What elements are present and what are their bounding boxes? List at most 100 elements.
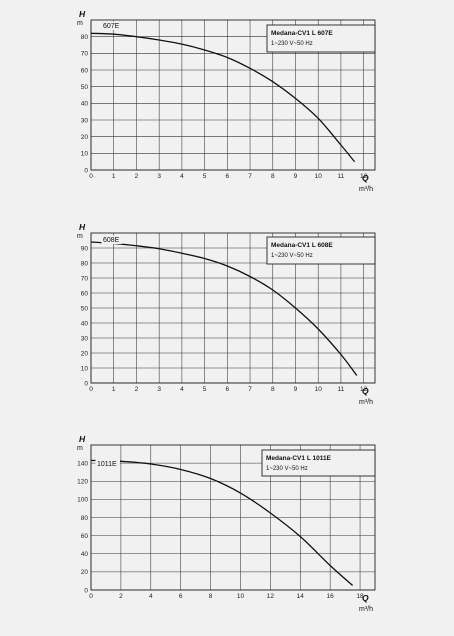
y-axis-unit: m — [77, 445, 83, 452]
y-tick-label: 60 — [81, 533, 89, 540]
y-tick-label: 140 — [77, 460, 88, 467]
x-tick-label: 0 — [89, 593, 93, 600]
x-tick-label: 1 — [112, 173, 116, 180]
series-label-bg — [95, 459, 120, 468]
y-tick-label: 20 — [81, 134, 89, 141]
y-tick-label: 0 — [84, 380, 88, 387]
x-tick-label: 1 — [112, 386, 116, 393]
y-tick-label: 20 — [81, 350, 89, 357]
x-tick-label: 2 — [135, 173, 139, 180]
x-tick-label: 4 — [180, 386, 184, 393]
y-tick-label: 80 — [81, 34, 89, 41]
x-tick-label: 8 — [271, 386, 275, 393]
y-tick-label: 50 — [81, 84, 89, 91]
plot-frame — [90, 19, 376, 171]
legend-box — [261, 449, 376, 477]
y-tick-label: 40 — [81, 320, 89, 327]
y-axis-symbol: H — [79, 9, 86, 19]
x-tick-label: 9 — [294, 173, 298, 180]
chart-subtitle: 1~230 V~50 Hz — [271, 41, 313, 47]
y-tick-label: 10 — [81, 365, 89, 372]
series-line-607E — [90, 32, 356, 163]
x-tick-label: 12 — [360, 386, 368, 393]
x-tick-label: 10 — [237, 593, 245, 600]
y-tick-label: 70 — [81, 51, 89, 58]
y-axis-unit: m — [77, 20, 83, 27]
x-tick-label: 10 — [315, 173, 323, 180]
series-label: 1011E — [97, 461, 117, 468]
x-tick-label: 8 — [209, 593, 213, 600]
y-tick-label: 20 — [81, 569, 89, 576]
x-tick-label: 6 — [226, 173, 230, 180]
y-tick-label: 40 — [81, 551, 89, 558]
series-label-bg — [101, 235, 122, 244]
x-tick-label: 7 — [248, 386, 252, 393]
y-tick-label: 10 — [81, 151, 89, 158]
x-tick-label: 14 — [297, 593, 305, 600]
series-label: 608E — [103, 237, 120, 244]
chart-subtitle: 1~230 V~50 Hz — [271, 253, 313, 259]
y-tick-label: 30 — [81, 335, 89, 342]
pump-chart-608E: 0 1 2 3 4 5 6 7 8 9 10 11 120102030405060708090HmQm³… — [77, 222, 376, 406]
legend-box — [266, 236, 376, 265]
x-axis-unit: m³/h — [359, 399, 373, 406]
y-tick-label: 0 — [84, 167, 88, 174]
chart-title: Medana-CV1 L 1011E — [266, 455, 332, 462]
y-axis-symbol: H — [79, 222, 86, 232]
x-tick-label: 0 — [89, 386, 93, 393]
series-line-608E — [90, 241, 358, 376]
y-tick-label: 90 — [81, 245, 89, 252]
x-tick-label: 0 — [89, 173, 93, 180]
y-tick-label: 0 — [84, 587, 88, 594]
x-tick-label: 5 — [203, 386, 207, 393]
x-axis-symbol: Q — [362, 386, 369, 396]
x-tick-label: 2 — [135, 386, 139, 393]
series-line-1011E — [90, 459, 354, 586]
plot-frame — [90, 444, 376, 591]
series-label: 607E — [103, 23, 120, 30]
x-tick-label: 4 — [149, 593, 153, 600]
plot-frame — [90, 232, 376, 384]
x-tick-label: 8 — [271, 173, 275, 180]
pump-chart-607E: 0 1 2 3 4 5 6 7 8 9 10 11 1201020304050607080HmQm³/h… — [77, 9, 376, 193]
x-tick-label: 7 — [248, 173, 252, 180]
legend-box — [266, 24, 376, 53]
y-tick-label: 80 — [81, 515, 89, 522]
x-tick-label: 3 — [157, 173, 161, 180]
x-tick-label: 16 — [327, 593, 335, 600]
x-tick-label: 12 — [267, 593, 275, 600]
x-tick-label: 10 — [315, 386, 323, 393]
y-tick-label: 100 — [77, 497, 88, 504]
x-axis-unit: m³/h — [359, 606, 373, 613]
chart-title: Medana-CV1 L 607E — [271, 30, 333, 37]
chart-title: Medana-CV1 L 608E — [271, 242, 333, 249]
y-tick-label: 30 — [81, 117, 89, 124]
x-axis-symbol: Q — [362, 173, 369, 183]
x-tick-label: 11 — [338, 386, 345, 393]
x-tick-label: 18 — [356, 593, 364, 600]
y-tick-label: 80 — [81, 260, 89, 267]
y-tick-label: 40 — [81, 101, 89, 108]
x-tick-label: 11 — [338, 173, 345, 180]
y-tick-label: 50 — [81, 305, 89, 312]
x-tick-label: 2 — [119, 593, 123, 600]
pump-chart-1011E: 0 2 4 6 8 10 12 14 16 18 0 20 40 60 80 100 120 140 Hm Qm³/h… — [77, 434, 376, 613]
y-tick-label: 70 — [81, 275, 89, 282]
y-tick-label: 60 — [81, 67, 89, 74]
x-tick-label: 3 — [157, 386, 161, 393]
x-axis-symbol: Q — [362, 593, 369, 603]
y-axis-symbol: H — [79, 434, 86, 444]
x-tick-label: 9 — [294, 386, 298, 393]
y-tick-label: 60 — [81, 290, 89, 297]
y-tick-label: 120 — [77, 479, 88, 486]
chart-subtitle: 1~230 V~50 Hz — [266, 466, 308, 472]
series-label-bg — [101, 21, 122, 30]
x-tick-label: 6 — [226, 386, 230, 393]
x-tick-label: 6 — [179, 593, 183, 600]
x-tick-label: 12 — [360, 173, 368, 180]
x-axis-unit: m³/h — [359, 186, 373, 193]
y-axis-unit: m — [77, 233, 83, 240]
x-tick-label: 5 — [203, 173, 207, 180]
x-tick-label: 4 — [180, 173, 184, 180]
